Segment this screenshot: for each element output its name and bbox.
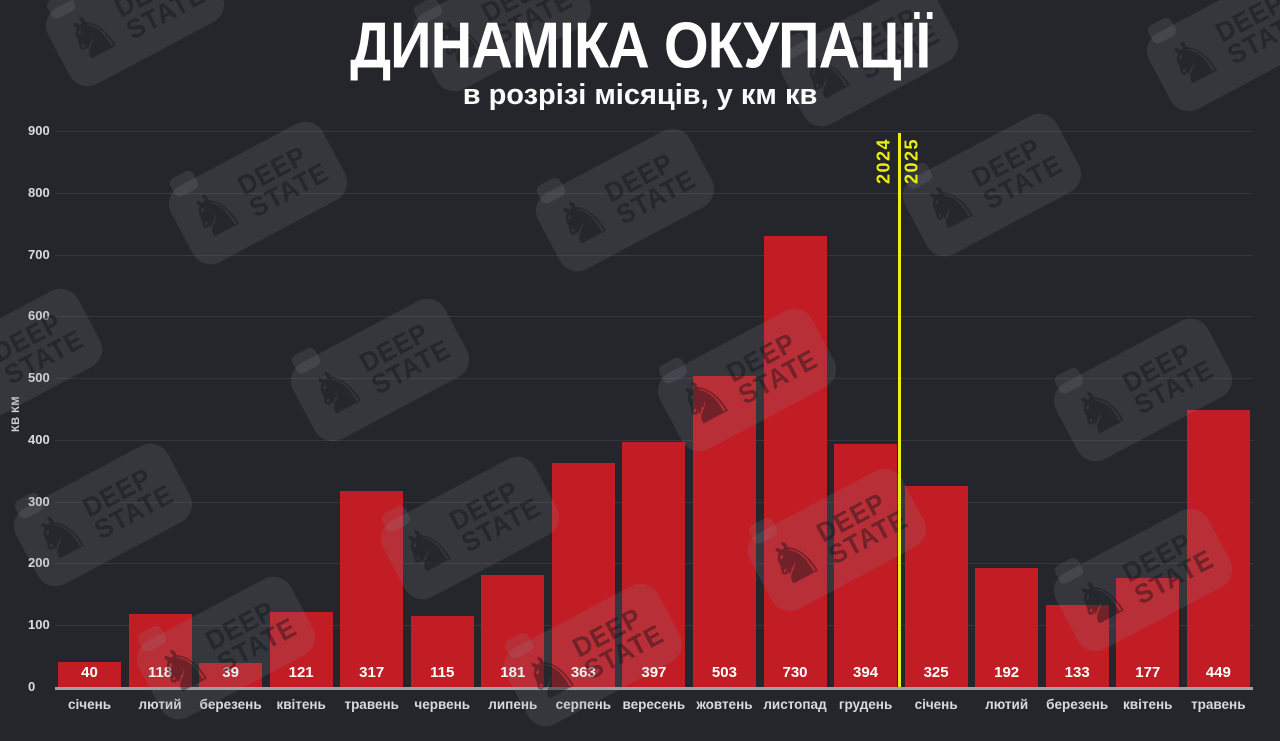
bar-квітень-15: 177 [1116, 577, 1180, 687]
bar-value-label: 39 [222, 663, 239, 681]
year-label-2025: 2025 [901, 137, 922, 185]
bar-жовтень-9: 503 [692, 376, 756, 687]
bar-березень-2: 39 [199, 662, 263, 687]
x-tick-label: травень [1191, 697, 1246, 712]
y-tick-label: 200 [28, 555, 50, 571]
x-tick-label: вересень [622, 697, 686, 712]
bar-value-label: 730 [782, 663, 808, 681]
bar-листопад-10: 730 [763, 236, 827, 687]
y-tick-label: 800 [28, 184, 50, 200]
bar-вересень-8: 397 [622, 441, 686, 687]
x-tick-label: січень [914, 697, 958, 712]
y-tick-label: 0 [28, 679, 36, 694]
page-subtitle: в розрізі місяців, у км кв [462, 79, 818, 111]
gridline-700 [55, 254, 1253, 256]
bar-value-label: 121 [288, 663, 314, 681]
bar-липень-6: 181 [481, 575, 545, 687]
bar-value-label: 449 [1205, 663, 1231, 681]
bar-березень-14: 133 [1045, 604, 1109, 687]
bar-січень-12: 325 [904, 486, 968, 687]
bar-січень-0: 40 [58, 662, 121, 687]
header: ДИНАМІКА ОКУПАЦІЇ в розрізі місяців, у к… [0, 0, 1280, 112]
x-tick-label: травень [344, 697, 399, 712]
bar-value-label: 397 [641, 663, 667, 681]
bar-value-label: 503 [711, 663, 737, 681]
bar-квітень-3: 121 [269, 612, 333, 687]
x-tick-label: лютий [985, 697, 1029, 712]
x-tick-label: квітень [1123, 697, 1173, 712]
gridline-500 [55, 378, 1253, 380]
bar-value-label: 40 [81, 663, 98, 681]
bar-травень-16: 449 [1186, 409, 1250, 687]
y-tick-label: 400 [28, 431, 50, 447]
x-tick-label: листопад [763, 697, 827, 712]
bar-червень-5: 115 [410, 615, 474, 687]
bar-value-label: 115 [430, 663, 455, 681]
x-tick-label: грудень [838, 697, 893, 712]
x-tick-label: червень [414, 697, 471, 712]
x-tick-label: лютий [138, 697, 182, 712]
bar-value-label: 317 [359, 663, 385, 681]
bar-value-label: 192 [994, 663, 1020, 681]
x-tick-label: серпень [555, 697, 612, 712]
bar-грудень-11: 394 [834, 443, 898, 687]
bar-value-label: 177 [1135, 663, 1161, 681]
y-tick-label: 500 [28, 370, 50, 386]
gridline-600 [55, 316, 1253, 318]
bar-value-label: 394 [853, 663, 879, 681]
year-label-2024: 2024 [873, 137, 894, 185]
y-axis-title: КВ КМ [10, 395, 22, 433]
bar-лютий-13: 192 [975, 568, 1039, 687]
bar-value-label: 325 [923, 663, 949, 681]
year-divider-line [898, 133, 901, 687]
x-tick-label: квітень [276, 697, 326, 712]
gridline-900 [55, 131, 1253, 132]
bar-серпень-7: 363 [551, 462, 615, 687]
y-tick-label: 900 [28, 123, 50, 138]
bar-value-label: 133 [1064, 663, 1090, 681]
y-tick-label: 700 [28, 246, 50, 262]
x-tick-label: березень [199, 697, 262, 712]
bar-value-label: 118 [147, 663, 173, 681]
x-tick-label: січень [67, 697, 112, 712]
x-tick-label: жовтень [696, 697, 753, 712]
y-tick-label: 100 [28, 617, 50, 633]
y-tick-label: 300 [28, 493, 50, 509]
bar-value-label: 181 [500, 663, 526, 681]
y-tick-label: 600 [28, 308, 50, 324]
gridline-400 [55, 439, 1253, 441]
gridline-800 [55, 192, 1253, 194]
x-tick-label: липень [488, 697, 538, 712]
page-title: ДИНАМІКА ОКУПАЦІЇ [349, 9, 931, 82]
bar-value-label: 363 [570, 663, 596, 681]
bar-лютий-1: 118 [128, 614, 192, 687]
x-tick-label: березень [1046, 697, 1109, 712]
bar-травень-4: 317 [340, 491, 404, 687]
x-axis-line [55, 687, 1253, 690]
